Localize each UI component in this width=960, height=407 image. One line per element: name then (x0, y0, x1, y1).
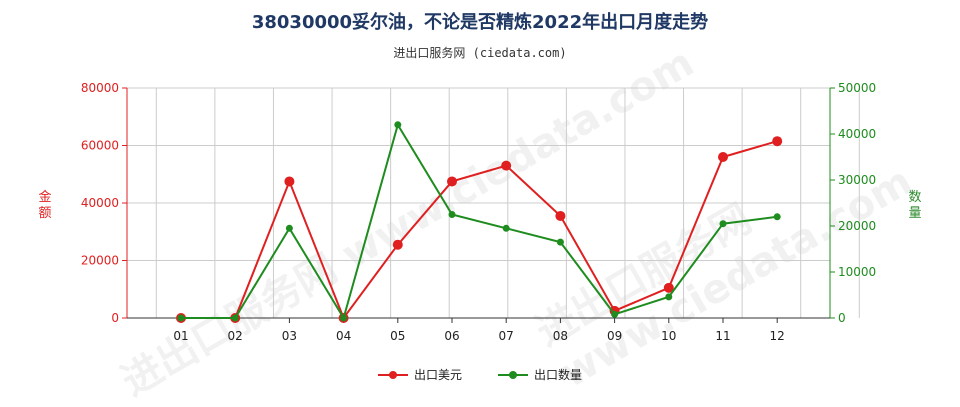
data-point-qty (394, 121, 402, 129)
data-point-usd (447, 176, 457, 187)
y-axis-right-label: 数量 (908, 190, 922, 221)
x-tick-label: 06 (444, 329, 459, 343)
legend-item-usd[interactable]: 出口美元 (377, 366, 462, 383)
y-left-tick-label: 80000 (81, 81, 119, 95)
data-point-qty (502, 224, 510, 232)
chart-title: 38030000妥尔油，不论是否精炼2022年出口月度走势 (251, 12, 709, 33)
x-tick-label: 03 (282, 329, 297, 343)
chart-subtitle: 进出口服务网 (ciedata.com) (393, 46, 567, 60)
data-point-qty (611, 310, 619, 318)
x-tick-label: 12 (770, 329, 785, 343)
y-right-tick-label: 50000 (838, 81, 876, 95)
data-point-qty (773, 213, 781, 221)
data-point-usd (772, 136, 783, 147)
legend-swatch-qty (498, 370, 528, 380)
data-point-qty (665, 293, 673, 301)
legend-swatch-usd (377, 370, 408, 380)
x-tick-label: 04 (336, 329, 351, 343)
series-line-qty (181, 122, 778, 321)
data-point-usd (663, 282, 674, 293)
data-point-usd (718, 152, 728, 162)
data-point-qty (285, 224, 293, 232)
data-point-usd (555, 210, 566, 221)
x-tick-label: 02 (228, 329, 243, 343)
x-tick-label: 01 (173, 329, 188, 343)
legend: 出口美元 出口数量 (0, 366, 960, 383)
y-right-tick-label: 0 (838, 311, 846, 325)
legend-item-qty[interactable]: 出口数量 (498, 366, 582, 383)
y-right-tick-label: 20000 (838, 219, 876, 233)
x-tick-label: 11 (715, 329, 730, 343)
data-point-usd (392, 239, 403, 250)
legend-label-usd: 出口美元 (413, 368, 462, 382)
data-point-qty (719, 220, 727, 228)
data-point-qty (556, 238, 564, 246)
y-right-tick-label: 10000 (838, 265, 876, 279)
x-tick-label: 09 (607, 329, 622, 343)
y-left-tick-label: 40000 (81, 196, 119, 210)
x-tick-label: 05 (390, 329, 405, 343)
data-point-qty (448, 211, 456, 218)
y-left-tick-label: 0 (111, 311, 119, 325)
data-point-qty (177, 314, 185, 322)
data-point-qty (340, 314, 348, 322)
x-tick-label: 10 (661, 329, 676, 343)
series-line-usd (181, 140, 778, 321)
legend-label-qty: 出口数量 (534, 368, 583, 382)
y-left-tick-label: 60000 (81, 139, 119, 153)
x-tick-label: 08 (553, 329, 568, 343)
data-point-usd (501, 160, 512, 171)
y-left-tick-label: 20000 (81, 254, 119, 268)
data-point-usd (284, 176, 295, 187)
y-right-tick-label: 30000 (838, 173, 876, 187)
x-tick-label: 07 (499, 329, 514, 343)
y-axis-left-label: 金额 (38, 190, 52, 221)
y-right-tick-label: 40000 (838, 127, 876, 141)
data-point-qty (231, 314, 239, 322)
